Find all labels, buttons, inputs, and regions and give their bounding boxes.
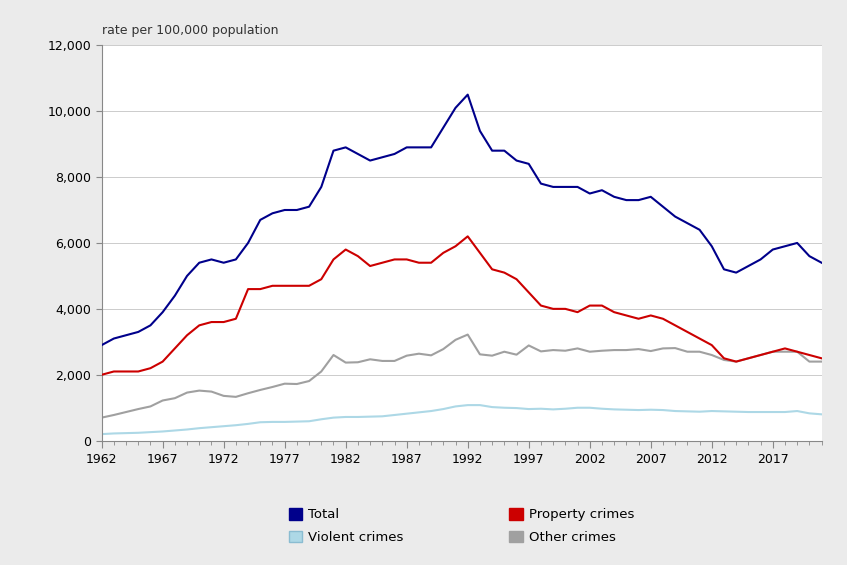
Text: rate per 100,000 population: rate per 100,000 population	[102, 24, 278, 37]
Legend: Total, Violent crimes, Property crimes, Other crimes: Total, Violent crimes, Property crimes, …	[284, 503, 639, 549]
